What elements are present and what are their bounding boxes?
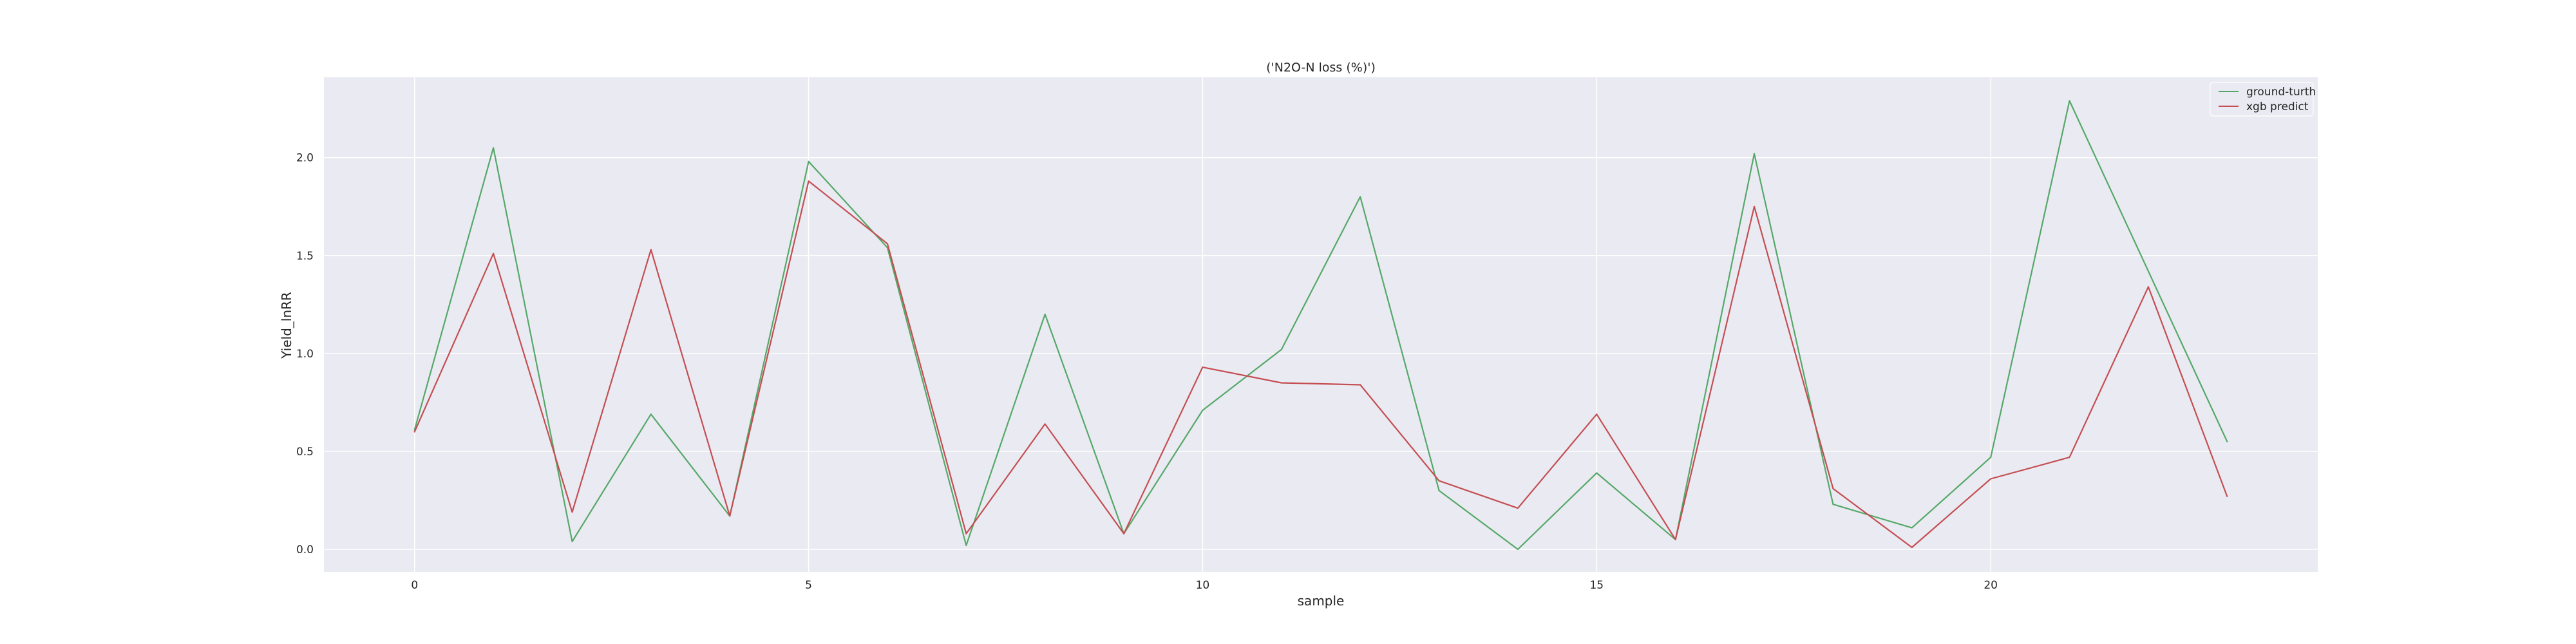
plot-background: [324, 77, 2318, 572]
legend-label-xgb-predict: xgb predict: [2246, 100, 2309, 113]
series-lines: [413, 100, 2228, 551]
y-tick-label: 0.5: [296, 446, 314, 459]
x-tick-label: 15: [1589, 579, 1604, 592]
y-tick-label: 1.0: [296, 348, 314, 361]
x-axis-label: sample: [1298, 593, 1345, 609]
y-axis-label: Yield_lnRR: [279, 292, 294, 359]
chart-title: ('N2O-N loss (%)'): [1266, 61, 1376, 75]
y-tick-label: 0.0: [296, 544, 314, 556]
x-tick-label: 20: [1984, 579, 1998, 592]
x-tick-label: 5: [805, 579, 812, 592]
y-tick-label: 2.0: [296, 152, 314, 165]
tick-labels: 0 5 10 15 20 0.0 0.5 1.0 1.5 2.0: [296, 152, 1998, 592]
legend: ground-turth xgb predict: [2210, 82, 2316, 117]
x-tick-label: 10: [1196, 579, 1210, 592]
legend-label-ground-turth: ground-turth: [2246, 86, 2316, 99]
series-line-xgb-predict: [413, 180, 2228, 549]
series-line-ground-turth: [413, 100, 2228, 551]
y-tick-label: 1.5: [296, 250, 314, 263]
x-tick-label: 0: [411, 579, 418, 592]
grid-lines: [324, 77, 2318, 572]
